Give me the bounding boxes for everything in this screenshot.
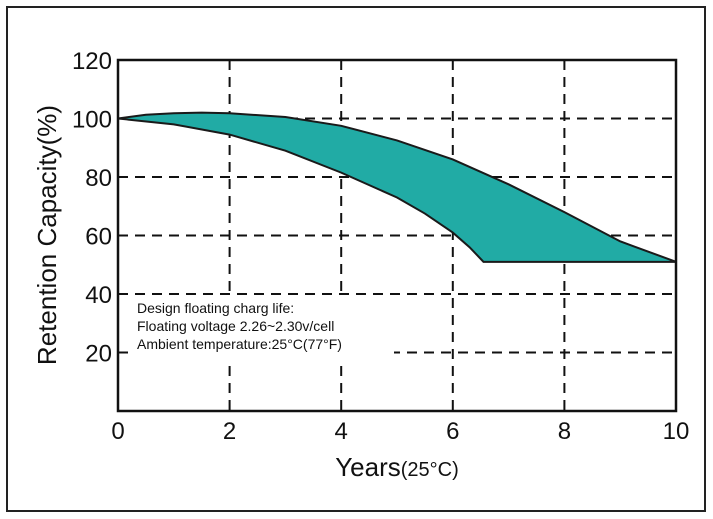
x-axis-unit: (25°C) <box>401 459 459 481</box>
y-tick-label: 20 <box>85 341 112 368</box>
tick-labels: 0 2 4 6 8 10 20 40 60 80 100 120 <box>72 48 689 445</box>
x-tick-label: 10 <box>663 418 690 445</box>
y-axis-title: Retention Capacity(%) <box>32 105 62 365</box>
x-tick-label: 2 <box>223 418 236 445</box>
x-tick-label: 4 <box>335 418 348 445</box>
retention-band-area <box>117 111 677 263</box>
annotation-line-1: Design floating charg life: <box>137 300 294 316</box>
annotation-background <box>132 296 394 360</box>
x-tick-label: 0 <box>111 418 124 445</box>
x-tick-label: 6 <box>446 418 459 445</box>
y-tick-label: 80 <box>85 165 112 192</box>
y-tick-label: 40 <box>85 282 112 309</box>
annotation-line-3: Ambient temperature:25°C(77°F) <box>137 336 342 352</box>
plot-border <box>116 58 678 413</box>
x-axis-title: Years(25°C) <box>335 452 459 482</box>
axes <box>116 58 678 413</box>
y-tick-label: 100 <box>72 107 112 134</box>
y-tick-label: 60 <box>85 224 112 251</box>
annotation-line-2: Floating voltage 2.26~2.30v/cell <box>137 318 334 334</box>
y-tick-label: 120 <box>72 48 112 75</box>
x-tick-label: 8 <box>558 418 571 445</box>
x-axis-label: Years <box>335 452 401 482</box>
